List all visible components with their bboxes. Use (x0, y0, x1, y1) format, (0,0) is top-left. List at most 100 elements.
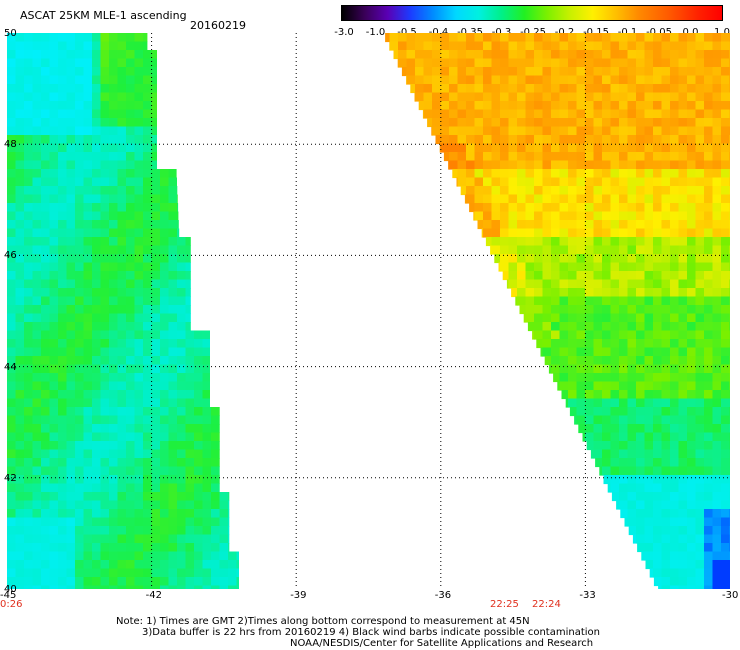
data-cell (92, 41, 102, 51)
data-cell (15, 390, 25, 400)
data-cell (525, 135, 535, 145)
data-cell (423, 67, 433, 77)
data-cell (610, 92, 620, 102)
data-cell (610, 339, 620, 349)
data-cell (695, 475, 705, 485)
data-cell (593, 177, 603, 187)
data-cell (551, 322, 561, 332)
data-cell (585, 143, 595, 153)
data-cell (7, 220, 17, 230)
data-cell (678, 398, 688, 408)
data-cell (151, 135, 157, 145)
data-cell (7, 534, 17, 544)
data-cell (704, 509, 714, 519)
data-cell (721, 458, 730, 468)
data-cell (117, 245, 127, 255)
data-cell (100, 33, 110, 43)
data-cell (100, 254, 110, 264)
data-cell (712, 509, 722, 519)
data-cell (109, 33, 119, 43)
data-cell (593, 373, 603, 383)
data-cell (644, 203, 654, 213)
data-cell (100, 500, 110, 510)
data-cell (228, 543, 230, 553)
data-cell (721, 424, 730, 434)
data-cell (109, 475, 119, 485)
data-cell (219, 551, 229, 561)
data-cell (151, 390, 161, 400)
data-cell (41, 390, 51, 400)
data-cell (593, 50, 603, 60)
data-cell (687, 271, 697, 281)
data-cell (610, 407, 620, 417)
data-cell (92, 543, 102, 553)
data-cell (92, 118, 102, 128)
data-cell (576, 194, 586, 204)
data-cell (525, 33, 535, 43)
data-cell (126, 390, 136, 400)
data-cell (551, 92, 561, 102)
data-cell (653, 220, 663, 230)
data-cell (58, 177, 68, 187)
data-cell (66, 177, 76, 187)
data-cell (491, 84, 501, 94)
data-cell (534, 67, 544, 77)
data-cell (466, 169, 476, 179)
data-cell (712, 237, 722, 247)
data-cell (457, 67, 467, 77)
data-cell (15, 551, 25, 561)
data-cell (678, 407, 688, 417)
data-cell (473, 211, 476, 221)
data-cell (644, 220, 654, 230)
data-cell (100, 432, 110, 442)
data-cell (24, 517, 34, 527)
data-cell (32, 228, 42, 238)
data-cell (653, 466, 663, 476)
data-cell (406, 41, 416, 51)
data-cell (474, 160, 484, 170)
data-cell (712, 441, 722, 451)
data-cell (24, 500, 34, 510)
data-cell (483, 186, 493, 196)
data-cell (729, 194, 730, 204)
data-cell (704, 75, 714, 85)
data-cell (83, 33, 93, 43)
data-cell (542, 58, 552, 68)
data-cell (100, 143, 110, 153)
data-cell (457, 84, 467, 94)
data-cell (525, 262, 535, 272)
data-cell (627, 475, 637, 485)
data-cell (134, 92, 144, 102)
data-cell (32, 152, 42, 162)
data-cell (143, 160, 153, 170)
data-cell (568, 296, 578, 306)
data-cell (449, 75, 459, 85)
data-cell (593, 398, 603, 408)
data-cell (75, 449, 85, 459)
data-cell (202, 577, 212, 587)
data-cell (466, 33, 476, 43)
data-cell (695, 373, 705, 383)
data-cell (83, 92, 93, 102)
data-cell (117, 118, 127, 128)
data-cell (143, 118, 153, 128)
data-cell (168, 449, 178, 459)
data-cell (58, 381, 68, 391)
data-cell (704, 551, 714, 561)
data-cell (508, 211, 518, 221)
data-cell (627, 33, 637, 43)
data-cell (687, 262, 697, 272)
data-cell (619, 220, 629, 230)
data-cell (602, 245, 612, 255)
data-cell (7, 67, 17, 77)
data-cell (653, 143, 663, 153)
data-cell (610, 177, 620, 187)
data-cell (185, 568, 195, 578)
data-cell (202, 568, 212, 578)
data-cell (536, 339, 544, 349)
data-cell (109, 500, 119, 510)
data-cell (704, 330, 714, 340)
data-cell (483, 135, 493, 145)
data-cell (687, 169, 697, 179)
data-cell (721, 492, 730, 502)
